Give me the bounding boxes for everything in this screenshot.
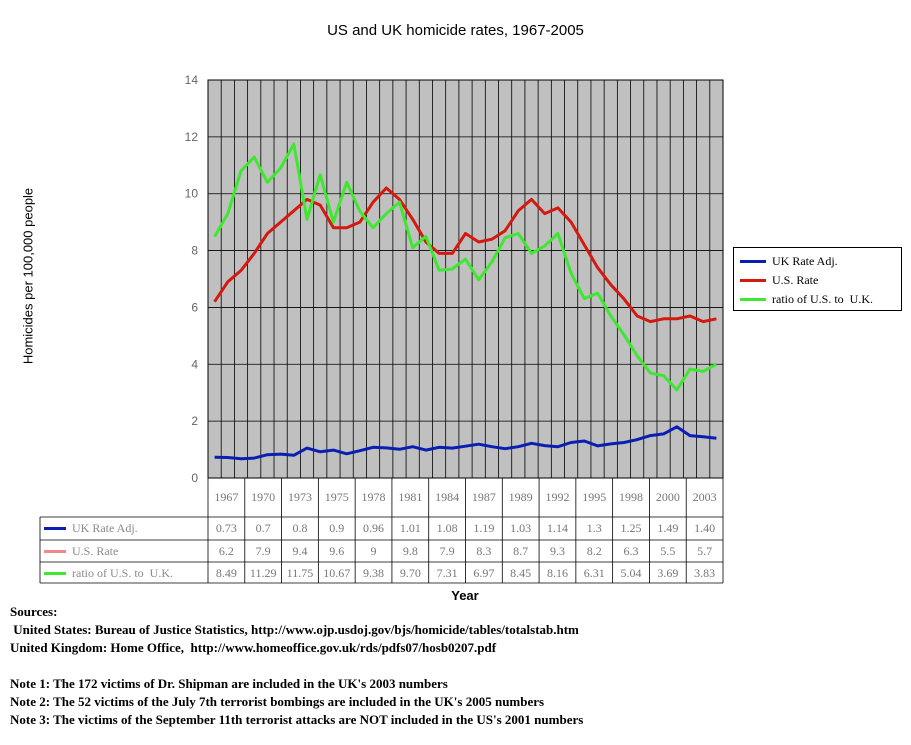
table-cell: 8.45 <box>510 566 532 580</box>
table-cell: 3.69 <box>657 566 679 580</box>
table-cell: 9.38 <box>363 566 385 580</box>
table-cell: 1.14 <box>546 521 568 535</box>
table-row-label: ratio of U.S. to U.K. <box>44 566 173 581</box>
table-row-label: UK Rate Adj. <box>44 521 138 536</box>
table-row-swatch <box>44 572 66 575</box>
y-tick-label: 12 <box>185 130 199 144</box>
series-line-0 <box>214 425 717 461</box>
table-cell: 9.3 <box>549 544 565 558</box>
table-cell: 1.25 <box>620 521 642 535</box>
y-tick-label: 8 <box>191 244 198 258</box>
x-tick-label: 1978 <box>361 490 386 504</box>
y-tick-label: 4 <box>191 357 198 371</box>
y-tick-label: 6 <box>191 300 198 314</box>
table-cell: 5.04 <box>620 566 642 580</box>
table-cell: 8.16 <box>546 566 568 580</box>
table-cell: 0.7 <box>255 521 271 535</box>
note-1: Note 1: The 172 victims of Dr. Shipman a… <box>10 676 448 691</box>
table-cell: 10.67 <box>323 566 351 580</box>
table-cell: 1.49 <box>657 521 679 535</box>
table-cell: 11.29 <box>249 566 277 580</box>
x-tick-label: 1973 <box>287 490 312 504</box>
x-tick-label: 1981 <box>398 490 423 504</box>
y-tick-label: 10 <box>185 187 199 201</box>
table-cell: 1.19 <box>473 521 495 535</box>
table-cell: 11.75 <box>286 566 314 580</box>
table-cell: 0.73 <box>215 521 237 535</box>
table-cell: 8.2 <box>586 544 602 558</box>
table-row-label: U.S. Rate <box>44 544 118 559</box>
legend-entry: UK Rate Adj. <box>740 252 838 270</box>
table-cell: 6.3 <box>623 544 639 558</box>
x-tick-label: 1998 <box>619 490 644 504</box>
y-tick-label: 0 <box>191 471 198 485</box>
table-cell: 7.9 <box>439 544 455 558</box>
table-cell: 7.31 <box>436 566 458 580</box>
table-cell: 1.40 <box>694 521 716 535</box>
x-tick-label: 2003 <box>692 490 717 504</box>
table-cell: 9.4 <box>292 544 308 558</box>
legend-swatch <box>740 278 766 282</box>
table-cell: 9.6 <box>329 544 345 558</box>
series-line-1 <box>213 186 717 324</box>
note-2: Note 2: The 52 victims of the July 7th t… <box>10 694 545 709</box>
x-tick-label: 1995 <box>582 490 607 504</box>
table-cell: 1.3 <box>586 521 602 535</box>
table-cell: 3.83 <box>694 566 716 580</box>
series-line-2 <box>213 142 718 392</box>
table-row-name: UK Rate Adj. <box>72 521 138 535</box>
chart-legend: UK Rate Adj. U.S. Rate ratio of U.S. to U.… <box>733 247 902 311</box>
x-tick-label: 1975 <box>324 490 349 504</box>
y-tick-label: 2 <box>191 414 198 428</box>
table-cell: 9.8 <box>402 544 418 558</box>
table-cell: 6.31 <box>583 566 605 580</box>
x-tick-label: 2000 <box>655 490 680 504</box>
legend-swatch <box>740 297 766 301</box>
table-cell: 8.7 <box>513 544 529 558</box>
legend-entry: ratio of U.S. to U.K. <box>740 290 873 308</box>
table-cell: 9 <box>370 544 377 558</box>
x-tick-label: 1987 <box>471 490 496 504</box>
table-cell: 0.9 <box>329 521 345 535</box>
source-uk: United Kingdom: Home Office, http://www.… <box>10 640 497 655</box>
table-cell: 5.7 <box>697 544 713 558</box>
table-cell: 7.9 <box>255 544 271 558</box>
legend-label: ratio of U.S. to U.K. <box>772 291 873 306</box>
table-grid <box>39 478 724 584</box>
table-row-name: U.S. Rate <box>72 544 119 558</box>
x-axis-label: Year <box>451 588 479 603</box>
legend-label: U.S. Rate <box>772 272 819 287</box>
table-cell: 1.08 <box>436 521 458 535</box>
table-cell: 5.5 <box>660 544 676 558</box>
x-tick-label: 1984 <box>435 490 460 504</box>
table-cell: 0.8 <box>292 521 308 535</box>
table-cell: 1.01 <box>399 521 421 535</box>
source-notes: Sources: United States: Bureau of Justic… <box>10 603 583 729</box>
table-cell: 8.3 <box>476 544 492 558</box>
chart-title: US and UK homicide rates, 1967-2005 <box>327 22 584 39</box>
table-row-swatch <box>44 550 66 553</box>
x-tick-label: 1992 <box>545 490 570 504</box>
note-3: Note 3: The victims of the September 11t… <box>10 712 584 727</box>
table-cell: 1.03 <box>510 521 532 535</box>
table-cell: 8.49 <box>215 566 237 580</box>
x-tick-label: 1967 <box>214 490 239 504</box>
table-cell: 6.97 <box>473 566 495 580</box>
x-tick-label: 1989 <box>508 490 533 504</box>
y-tick-label: 14 <box>185 73 199 87</box>
source-us: United States: Bureau of Justice Statist… <box>10 622 579 637</box>
sources-heading: Sources: <box>10 604 58 619</box>
legend-swatch <box>740 259 766 263</box>
table-cell: 9.70 <box>399 566 421 580</box>
table-row-name: ratio of U.S. to U.K. <box>72 566 173 580</box>
table-cell: 6.2 <box>218 544 234 558</box>
legend-entry: U.S. Rate <box>740 271 818 289</box>
table-row-swatch <box>44 527 66 530</box>
table-cell: 0.96 <box>363 521 385 535</box>
legend-label: UK Rate Adj. <box>772 253 838 268</box>
x-tick-label: 1970 <box>251 490 276 504</box>
line-chart: 0 2 4 6 8 10 12 14 <box>185 73 724 485</box>
